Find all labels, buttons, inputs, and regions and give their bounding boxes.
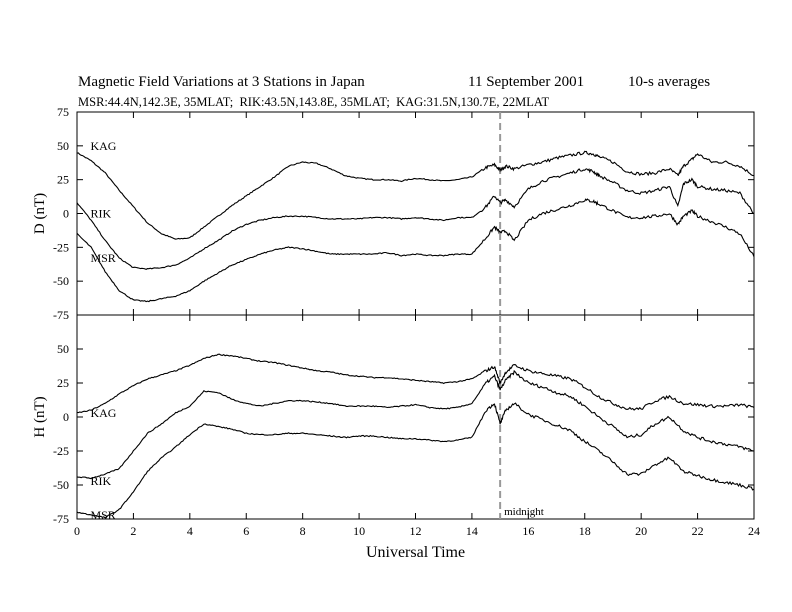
y-tick-label: -50: [53, 274, 69, 288]
y-tick-label: 0: [63, 207, 69, 221]
series-line-rik-top: [76, 168, 755, 271]
x-tick-label: 24: [748, 524, 760, 538]
series-line-rik-bottom: [76, 369, 755, 480]
x-axis-label: Universal Time: [366, 544, 465, 561]
x-tick-label: 4: [187, 524, 193, 538]
y-axis-label-top: D (nT): [32, 193, 48, 234]
series-label-msr: MSR: [90, 508, 115, 522]
series-label-kag: KAG: [90, 406, 116, 420]
series-label-msr: MSR: [90, 251, 115, 265]
x-tick-label: 0: [74, 524, 80, 538]
y-tick-label: -75: [53, 512, 69, 526]
x-tick-label: 20: [635, 524, 647, 538]
series-label-kag: KAG: [90, 139, 116, 153]
panel-bottom-frame: [76, 314, 755, 520]
y-tick-label: 75: [57, 105, 69, 119]
series-line-msr-top: [76, 198, 755, 303]
x-tick-label: 6: [243, 524, 249, 538]
x-tick-label: 10: [353, 524, 365, 538]
midnight-label: midnight: [504, 506, 544, 518]
y-tick-label: -25: [53, 240, 69, 254]
chart-date: 11 September 2001: [468, 74, 585, 90]
chart-title-text: Magnetic Field Variations at 3 Stations …: [78, 74, 365, 90]
chart-title: Magnetic Field Variations at 3 Stations …: [78, 74, 710, 91]
series-line-msr-bottom: [76, 402, 755, 519]
y-axis-label-bottom: H (nT): [32, 396, 48, 437]
station-info: MSR:44.4N,142.3E, 35MLAT; RIK:43.5N,143.…: [78, 95, 550, 109]
x-tick-label: 14: [466, 524, 478, 538]
y-tick-label: -50: [53, 478, 69, 492]
y-tick-label: 0: [63, 410, 69, 424]
y-tick-label: 50: [57, 342, 69, 356]
series-label-rik: RIK: [90, 207, 111, 221]
x-tick-label: 8: [300, 524, 306, 538]
series-label-rik: RIK: [90, 474, 111, 488]
chart-averaging: 10-s averages: [628, 74, 711, 90]
x-tick-label: 2: [130, 524, 136, 538]
series-line-kag-bottom: [76, 353, 755, 414]
series-line-kag-top: [76, 150, 755, 240]
x-tick-label: 16: [522, 524, 534, 538]
y-tick-label: -75: [53, 308, 69, 322]
y-tick-label: 25: [57, 376, 69, 390]
y-tick-label: 25: [57, 173, 69, 187]
y-tick-label: -25: [53, 444, 69, 458]
panel-top-frame: [76, 111, 755, 316]
x-tick-label: 18: [579, 524, 591, 538]
x-tick-label: 22: [692, 524, 704, 538]
y-tick-label: 50: [57, 139, 69, 153]
x-tick-label: 12: [410, 524, 422, 538]
